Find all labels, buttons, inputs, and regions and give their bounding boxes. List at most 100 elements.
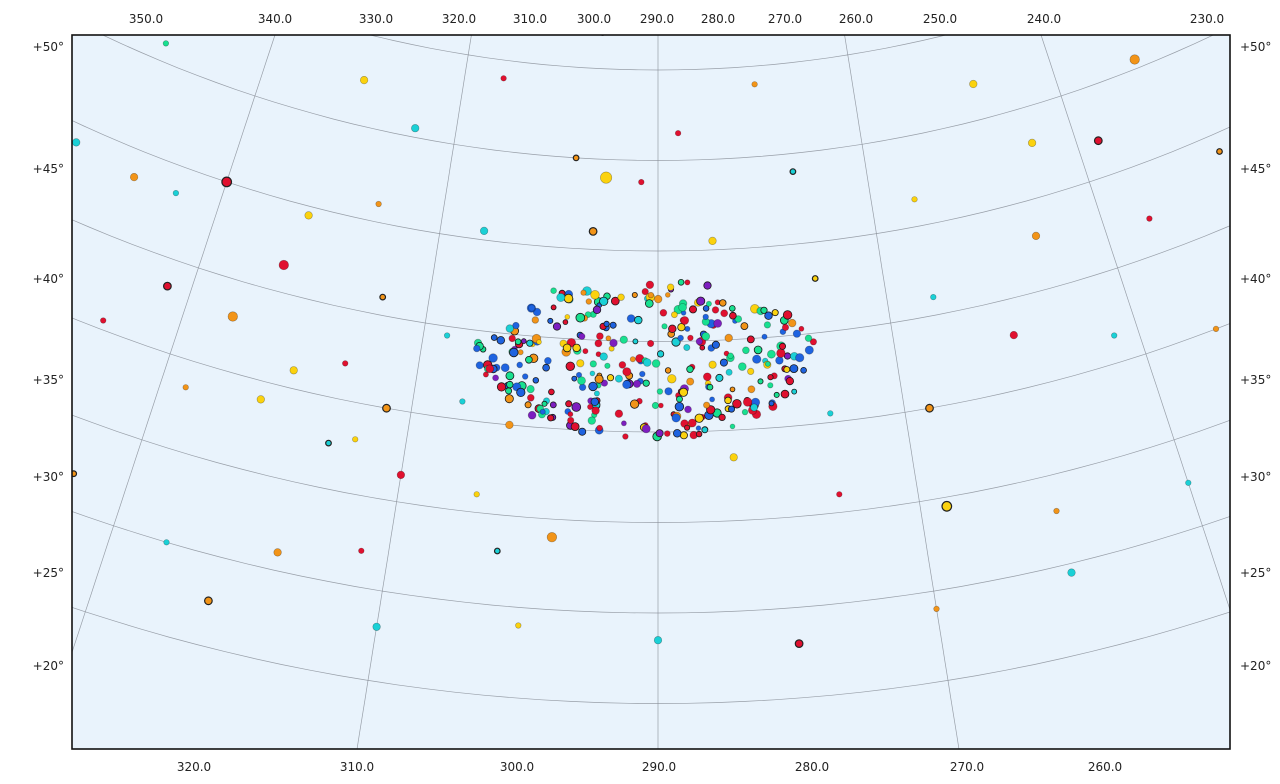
cluster-star-point	[651, 359, 661, 368]
star-point	[162, 281, 172, 291]
cluster-star-point	[711, 306, 720, 314]
cluster-star-point	[804, 334, 813, 342]
right-dec-tick-label: +50°	[1240, 40, 1271, 54]
cluster-star-point	[617, 293, 625, 301]
star-point	[751, 81, 758, 88]
star-point	[811, 275, 819, 282]
star-point	[227, 311, 238, 322]
star-point	[72, 138, 81, 147]
cluster-star-point	[525, 355, 533, 364]
top-ra-tick-label: 250.0	[923, 12, 957, 26]
cluster-star-point	[680, 316, 690, 325]
star-point	[1185, 479, 1192, 486]
star-point	[273, 548, 282, 557]
star-point	[1234, 81, 1240, 87]
star-point	[100, 317, 107, 324]
star-point	[379, 293, 387, 301]
top-ra-tick-label: 230.0	[1190, 12, 1224, 26]
star-point	[836, 491, 843, 498]
cluster-star-point	[572, 343, 581, 353]
cluster-star-point	[696, 296, 706, 306]
star-point	[600, 171, 613, 184]
cluster-star-point	[642, 358, 652, 367]
ra-gridline	[0, 0, 53, 419]
cluster-star-point	[536, 339, 542, 345]
star-point	[203, 596, 213, 606]
cluster-star-point	[594, 374, 604, 384]
cluster-star-point	[614, 374, 623, 383]
cluster-star-point	[750, 403, 759, 412]
cluster-star-point	[541, 400, 548, 407]
cluster-star-point	[641, 424, 651, 434]
cluster-star-point	[800, 366, 807, 374]
star-point	[342, 360, 349, 367]
cluster-star-point	[504, 394, 514, 404]
cluster-star-point	[524, 401, 532, 409]
cluster-star-point	[570, 422, 580, 432]
bottom-ra-tick-label: 290.0	[642, 760, 676, 774]
cluster-star-point	[746, 335, 755, 344]
cluster-star-point	[577, 376, 586, 386]
cluster-star-point	[618, 361, 627, 369]
star-point	[32, 260, 38, 266]
cluster-star-point	[550, 287, 557, 295]
star-point	[708, 236, 717, 245]
cluster-star-point	[596, 424, 603, 432]
star-point	[1093, 136, 1103, 146]
cluster-star-point	[659, 308, 668, 317]
star-point	[827, 410, 834, 417]
cluster-star-point	[482, 371, 489, 378]
cluster-star-point	[606, 374, 615, 382]
cluster-star-point	[677, 334, 684, 342]
cluster-star-point	[684, 405, 692, 414]
cluster-star-point	[752, 354, 762, 364]
cluster-star-point	[788, 318, 797, 328]
star-point	[289, 366, 298, 375]
star-points	[21, 35, 1240, 648]
cluster-star-point	[664, 292, 671, 298]
cluster-star-point	[695, 425, 702, 432]
cluster-star-point	[687, 418, 697, 428]
star-point	[360, 75, 369, 85]
cluster-star-point	[564, 314, 571, 320]
ra-gridline	[1263, 0, 1280, 419]
star-point	[1031, 231, 1041, 240]
cluster-star-point	[694, 413, 704, 423]
star-point	[221, 176, 233, 188]
cluster-star-point	[683, 343, 691, 351]
cluster-star-point	[565, 361, 576, 372]
cluster-star-point	[771, 309, 779, 317]
cluster-star-point	[531, 316, 539, 324]
cluster-star-point	[578, 427, 587, 436]
star-point	[182, 384, 189, 391]
top-ra-tick-label: 350.0	[129, 12, 163, 26]
star-point	[638, 179, 645, 186]
star-point	[21, 315, 27, 321]
cluster-star-point	[764, 361, 771, 367]
cluster-star-point	[724, 333, 733, 343]
star-point	[1212, 325, 1220, 333]
cluster-star-point	[508, 334, 516, 343]
cluster-star-point	[562, 343, 572, 353]
star-point	[794, 639, 804, 648]
cluster-star-point	[492, 374, 500, 382]
star-point	[382, 403, 391, 413]
left-dec-tick-label: +35°	[33, 373, 64, 387]
cluster-star-point	[514, 338, 522, 346]
star-point	[546, 532, 558, 543]
cluster-star-point	[526, 339, 534, 347]
cluster-star-point	[709, 396, 715, 403]
cluster-star-point	[773, 391, 780, 398]
cluster-star-point	[593, 390, 600, 397]
cluster-star-point	[702, 372, 712, 382]
star-point	[375, 200, 382, 208]
cluster-star-point	[490, 334, 498, 341]
top-ra-tick-label: 290.0	[640, 12, 674, 26]
left-dec-tick-label: +40°	[33, 272, 64, 286]
cluster-star-point	[702, 305, 710, 312]
cluster-star-point	[587, 403, 594, 410]
cluster-star-point	[677, 278, 685, 286]
cluster-star-point	[622, 380, 632, 390]
cluster-star-point	[526, 393, 535, 402]
cluster-star-point	[641, 287, 649, 296]
